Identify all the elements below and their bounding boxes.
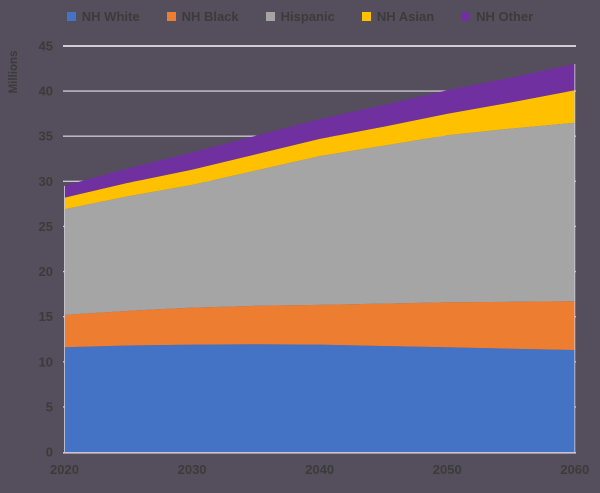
y-axis-tick-label: 30 xyxy=(39,174,53,189)
y-axis-tick-label: 35 xyxy=(39,129,53,144)
area-series-nh-white xyxy=(64,344,575,452)
x-axis-tick-label: 2060 xyxy=(560,462,589,477)
chart-legend: NH White NH Black Hispanic NH Asian NH Other xyxy=(0,9,600,24)
legend-item-nh-white: NH White xyxy=(66,9,140,24)
legend-swatch-icon xyxy=(265,12,275,21)
y-axis-tick-label: 25 xyxy=(39,219,53,234)
legend-swatch-icon xyxy=(166,12,176,21)
y-axis-tick-label: 20 xyxy=(39,264,53,279)
y-axis-tick-label: 5 xyxy=(46,399,53,414)
legend-item-hispanic: Hispanic xyxy=(265,9,335,24)
legend-label: NH Black xyxy=(181,9,239,24)
area-series-nh-asian xyxy=(64,90,575,210)
y-axis-title: Millions xyxy=(8,51,20,94)
area-series-hispanic xyxy=(64,122,575,315)
legend-item-nh-asian: NH Asian xyxy=(361,9,435,24)
x-axis-tick-label: 2020 xyxy=(50,462,79,477)
y-axis-tick-label: 10 xyxy=(39,354,53,369)
x-axis-tick-label: 2030 xyxy=(178,462,207,477)
legend-label: NH Other xyxy=(476,9,534,24)
area-series-nh-other xyxy=(64,64,575,198)
legend-label: Hispanic xyxy=(280,9,335,24)
legend-label: NH Asian xyxy=(376,9,435,24)
y-axis-tick-label: 15 xyxy=(39,309,53,324)
legend-item-nh-black: NH Black xyxy=(166,9,239,24)
legend-swatch-icon xyxy=(461,12,471,21)
x-axis-tick-label: 2050 xyxy=(433,462,462,477)
y-axis-tick-label: 45 xyxy=(39,39,53,54)
y-axis-tick-label: 0 xyxy=(46,445,53,460)
legend-item-nh-other: NH Other xyxy=(461,9,533,24)
area-series-nh-black xyxy=(64,301,575,350)
legend-swatch-icon xyxy=(361,12,371,21)
y-axis-tick-label: 40 xyxy=(39,84,53,99)
x-axis-tick-label: 2040 xyxy=(305,462,334,477)
legend-label: NH White xyxy=(81,9,140,24)
legend-swatch-icon xyxy=(66,12,76,21)
